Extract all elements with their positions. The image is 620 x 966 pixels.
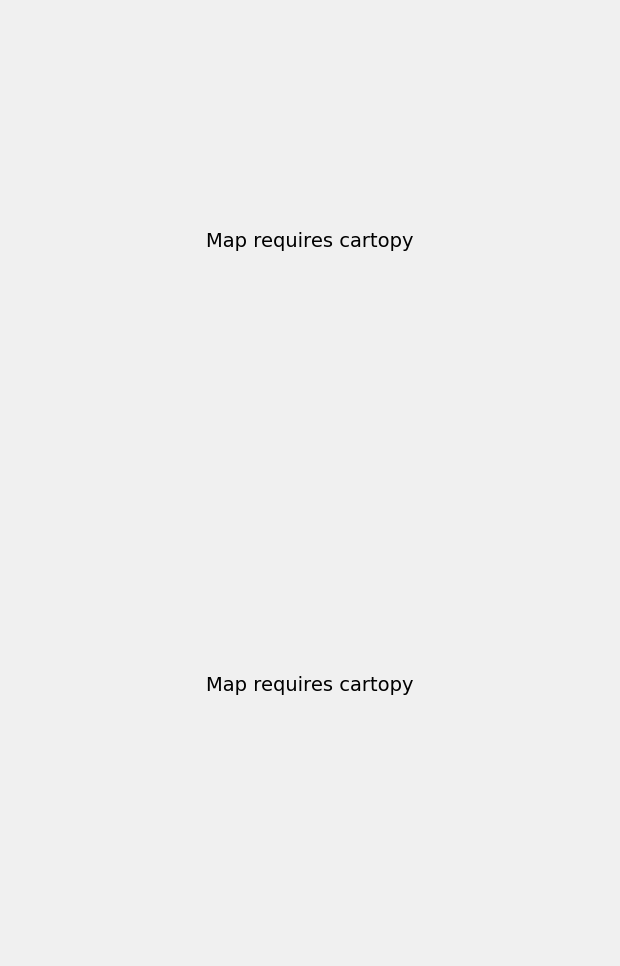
- Text: Map requires cartopy: Map requires cartopy: [206, 676, 414, 696]
- Text: Map requires cartopy: Map requires cartopy: [206, 232, 414, 251]
